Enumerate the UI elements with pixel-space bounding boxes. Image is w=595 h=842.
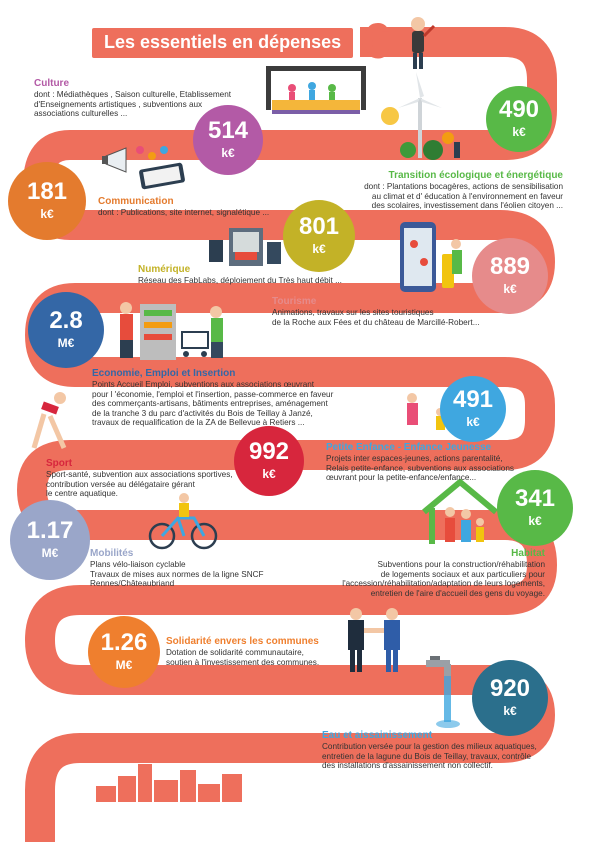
sport-description: Sport-santé, subvention aux associations… <box>46 470 233 499</box>
tourisme-block: Tourisme Animations, travaux sur les sit… <box>272 296 512 327</box>
eau-title: Eau et aissainissement <box>322 730 433 741</box>
wind-turbine-icon <box>381 72 460 160</box>
solidarite-amount: 1.26 <box>100 628 148 656</box>
transition-amount: 490 <box>498 95 540 123</box>
economie-amount-bubble: 2.8 M€ <box>28 292 104 368</box>
page-title: Les essentiels en dépenses <box>92 28 354 58</box>
megaphone-icon <box>102 146 185 190</box>
solidarite-amount-bubble: 1.26 M€ <box>88 616 160 688</box>
mobilites-unit: M€ <box>41 545 59 560</box>
sport-unit: k€ <box>262 466 276 481</box>
mobilites-amount-bubble: 1.17 M€ <box>10 500 90 580</box>
culture-amount: 514 <box>207 116 249 144</box>
tourisme-amount: 889 <box>489 252 531 280</box>
solidarite-block: Solidarité envers les communes Dotation … <box>166 636 356 667</box>
numerique-title: Numérique <box>138 264 191 275</box>
culture-title: Culture <box>34 78 69 89</box>
eau-block: Eau et aissainissement Contribution vers… <box>322 730 572 771</box>
habitat-amount: 341 <box>514 484 556 512</box>
mobilites-description: Plans vélo-liaison cyclable Travaux de m… <box>90 560 264 589</box>
handshake-icon <box>348 608 400 672</box>
sport-block: Sport Sport-santé, subvention aux associ… <box>46 458 246 499</box>
habitat-block: Habitat Subventions pour la construction… <box>300 548 545 598</box>
numerique-description: Réseau des FabLabs, déploiement du Très … <box>138 276 342 285</box>
habitat-description: Subventions pour la construction/réhabil… <box>342 560 545 598</box>
solidarite-description: Dotation de solidarité communautaire, so… <box>166 648 320 667</box>
habitat-amount-bubble: 341 k€ <box>497 470 573 546</box>
solidarite-unit: M€ <box>115 657 133 672</box>
transition-title: Transition écologique et énergétique <box>388 170 563 181</box>
enfance-unit: k€ <box>466 414 480 429</box>
sport-amount-bubble: 992 k€ <box>234 426 304 496</box>
transition-description: dont : Plantations bocagères, actions de… <box>364 182 563 211</box>
mobilites-block: Mobilités Plans vélo-liaison cyclable Tr… <box>90 548 290 589</box>
runner-icon <box>31 392 67 450</box>
habitat-unit: k€ <box>528 513 542 528</box>
culture-unit: k€ <box>221 145 235 160</box>
svg-text:€: € <box>362 13 390 69</box>
sport-amount: 992 <box>248 437 290 465</box>
numerique-amount: 801 <box>298 212 340 240</box>
enfance-amount: 491 <box>452 385 494 413</box>
tourisme-unit: k€ <box>503 281 517 296</box>
euro-icon: € <box>362 13 436 69</box>
city-skyline-icon <box>96 764 242 802</box>
culture-description: dont : Médiathèques , Saison culturelle,… <box>34 90 232 119</box>
communication-amount-bubble: 181 k€ <box>8 162 86 240</box>
tourisme-amount-bubble: 889 k€ <box>472 238 548 314</box>
tourisme-title: Tourisme <box>272 296 317 307</box>
economie-description: Points Accueil Emploi, subventions aux a… <box>92 380 334 428</box>
culture-block: Culture dont : Médiathèques , Saison cul… <box>34 78 264 119</box>
transition-unit: k€ <box>512 124 526 139</box>
numerique-amount-bubble: 801 k€ <box>283 200 355 272</box>
habitat-title: Habitat <box>511 548 545 559</box>
solidarite-title: Solidarité envers les communes <box>166 636 319 647</box>
enfance-amount-bubble: 491 k€ <box>440 376 506 442</box>
enfance-description: Projets inter espaces-jeunes, actions pa… <box>326 454 514 483</box>
eau-amount: 920 <box>489 674 531 702</box>
economie-block: Economie, Emploi et Insertion Points Acc… <box>92 368 382 428</box>
sport-title: Sport <box>46 458 73 469</box>
eau-unit: k€ <box>503 703 517 718</box>
phone-map-icon <box>400 222 462 292</box>
market-stall-icon <box>120 302 223 360</box>
culture-amount-bubble: 514 k€ <box>193 105 263 175</box>
eau-amount-bubble: 920 k€ <box>472 660 548 736</box>
enfance-title: Petite Enfance - Enfance Jeunesse <box>326 442 492 453</box>
communication-amount: 181 <box>26 177 68 205</box>
numerique-unit: k€ <box>312 241 326 256</box>
economie-title: Economie, Emploi et Insertion <box>92 368 236 379</box>
water-tap-icon <box>426 656 460 728</box>
mobilites-title: Mobilités <box>90 548 134 559</box>
communication-block: Communication dont : Publications, site … <box>98 196 288 218</box>
economie-unit: M€ <box>57 335 75 350</box>
communication-unit: k€ <box>40 206 54 221</box>
eau-description: Contribution versée pour la gestion des … <box>322 742 537 771</box>
tourisme-description: Animations, travaux sur les sites touris… <box>272 308 480 327</box>
transition-block: Transition écologique et énergétique don… <box>318 170 563 211</box>
house-icon <box>422 479 498 544</box>
transition-amount-bubble: 490 k€ <box>486 86 552 152</box>
bicycle-icon <box>148 493 218 550</box>
stage-icon <box>266 66 366 114</box>
communication-description: dont : Publications, site internet, sign… <box>98 208 270 217</box>
mobilites-amount: 1.17 <box>26 516 74 544</box>
numerique-block: Numérique Réseau des FabLabs, déploiemen… <box>138 264 378 286</box>
communication-title: Communication <box>98 196 174 207</box>
enfance-block: Petite Enfance - Enfance Jeunesse Projet… <box>326 442 546 483</box>
printer-icon <box>209 228 281 266</box>
economie-amount: 2.8 <box>49 306 83 334</box>
